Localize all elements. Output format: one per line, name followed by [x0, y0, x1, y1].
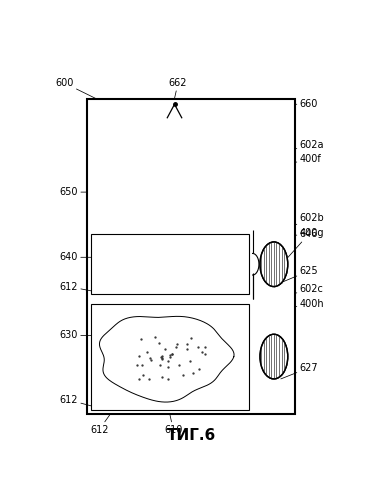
- Bar: [91, 234, 249, 294]
- Text: ΤИГ.6: ΤИГ.6: [166, 428, 216, 443]
- Text: 625: 625: [282, 266, 318, 282]
- Text: 612: 612: [90, 414, 110, 434]
- Text: 612: 612: [60, 395, 94, 406]
- Text: 602a: 602a: [295, 140, 324, 150]
- Text: 627: 627: [281, 362, 318, 379]
- Text: 640: 640: [60, 252, 94, 262]
- Polygon shape: [100, 316, 234, 402]
- Text: 646: 646: [288, 229, 318, 258]
- Text: 600: 600: [55, 78, 96, 98]
- Text: 400h: 400h: [295, 298, 324, 308]
- Text: 630: 630: [60, 330, 102, 340]
- Text: 612: 612: [60, 282, 94, 292]
- Text: 610: 610: [164, 414, 182, 434]
- Bar: [91, 304, 249, 410]
- Text: 400f: 400f: [295, 154, 321, 164]
- Ellipse shape: [260, 242, 288, 286]
- Text: 660: 660: [295, 100, 318, 110]
- Ellipse shape: [260, 334, 288, 379]
- Text: 662: 662: [169, 78, 187, 98]
- Text: 650: 650: [60, 187, 87, 197]
- Text: 602b: 602b: [295, 213, 324, 225]
- Bar: [87, 98, 295, 414]
- Text: 602c: 602c: [295, 284, 323, 294]
- Text: 400g: 400g: [295, 228, 324, 238]
